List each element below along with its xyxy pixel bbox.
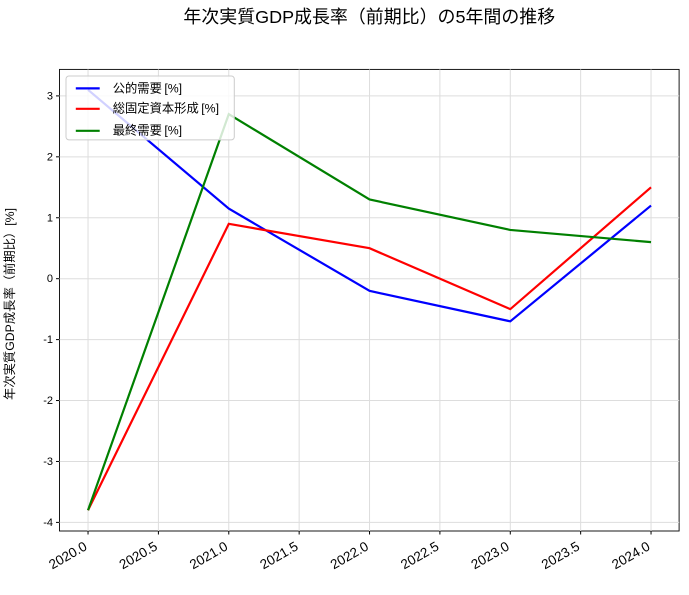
svg-text:-1: -1: [43, 334, 53, 346]
svg-text:3: 3: [47, 90, 53, 102]
svg-text:-2: -2: [43, 395, 53, 407]
svg-text:-4: -4: [43, 517, 53, 529]
svg-text:0: 0: [47, 273, 53, 285]
svg-text:1: 1: [47, 212, 53, 224]
svg-text:公的需要 [%]: 公的需要 [%]: [113, 80, 182, 95]
svg-text:-3: -3: [43, 456, 53, 468]
svg-text:総固定資本形成 [%]: 総固定資本形成 [%]: [113, 101, 219, 116]
svg-text:年次実質GDP成長率（前期比）の5年間の推移: 年次実質GDP成長率（前期比）の5年間の推移: [183, 7, 555, 27]
svg-text:2: 2: [47, 151, 53, 163]
svg-text:最終需要 [%]: 最終需要 [%]: [113, 123, 182, 138]
svg-text:年次実質GDP成長率（前期比）[%]: 年次実質GDP成長率（前期比）[%]: [2, 208, 17, 400]
